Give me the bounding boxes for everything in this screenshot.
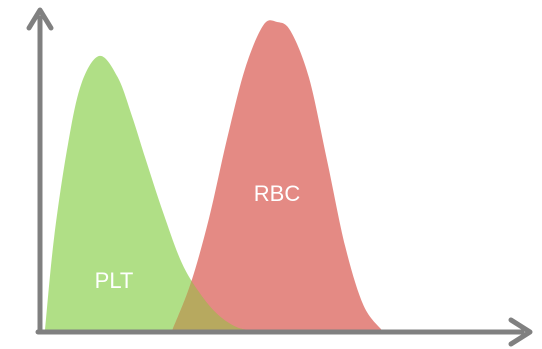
rbc-label: RBC [254, 181, 301, 206]
plt-area [45, 55, 250, 331]
plt-label: PLT [95, 268, 134, 293]
chart-axes [26, 7, 533, 347]
x-axis-arrowhead [508, 317, 533, 347]
rbc-area [172, 20, 382, 330]
chart-areas [45, 20, 382, 331]
y-axis-arrowhead [26, 7, 54, 31]
